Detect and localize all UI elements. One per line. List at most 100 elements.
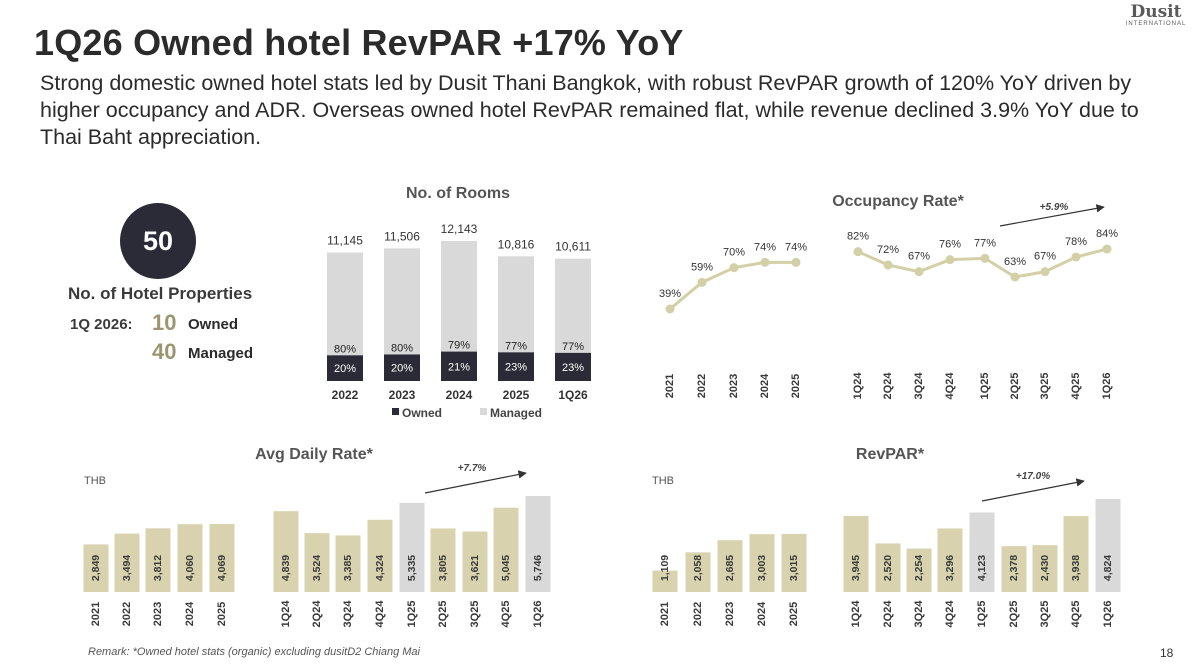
revpar-quarterly-bar xyxy=(1001,546,1027,592)
revpar-quarterly-bar xyxy=(937,528,963,592)
revpar-quarterly-category-label: 2Q24 xyxy=(882,600,894,628)
rooms-chart-title: No. of Rooms xyxy=(406,185,510,202)
rooms-total-label: 10,816 xyxy=(498,237,535,251)
occupancy-annual-value-label: 70% xyxy=(723,247,745,259)
managed-label: Managed xyxy=(188,345,254,362)
adr-quarterly-category-label: 1Q24 xyxy=(280,600,292,628)
revpar-annual-bar xyxy=(717,540,743,592)
occupancy-annual-value-label: 39% xyxy=(659,288,681,300)
adr-quarterly-bar xyxy=(462,531,488,592)
occupancy-annual-value-label: 59% xyxy=(691,261,713,273)
properties-label: No. of Hotel Properties xyxy=(68,284,253,303)
occupancy-quarterly-point xyxy=(1040,267,1050,277)
rooms-bar-managed xyxy=(498,256,534,353)
page-title: 1Q26 Owned hotel RevPAR +17% YoY xyxy=(34,22,684,63)
revpar-quarterly-category-label: 4Q25 xyxy=(1070,601,1082,628)
adr-quarterly-category-label: 1Q26 xyxy=(532,601,544,628)
rooms-total-label: 12,143 xyxy=(441,222,478,236)
revpar-quarterly-category-label: 4Q24 xyxy=(944,600,956,628)
revpar-annual-category-label: 2021 xyxy=(659,602,671,626)
adr-quarterly-category-label: 4Q24 xyxy=(374,600,386,628)
adr-annual-value-label: 3,494 xyxy=(121,555,133,581)
revpar-quarterly-category-label: 1Q24 xyxy=(850,600,862,628)
revpar-quarterly-category-label: 3Q25 xyxy=(1039,601,1051,628)
revpar-annual-bar xyxy=(749,534,775,592)
revpar-quarterly-bar xyxy=(875,543,901,592)
properties-period: 1Q 2026: xyxy=(70,316,133,333)
rooms-total-label: 11,145 xyxy=(327,234,363,248)
occupancy-quarterly-point xyxy=(1010,272,1020,282)
rooms-total-label: 10,611 xyxy=(555,240,591,254)
adr-quarterly-bar xyxy=(493,507,519,592)
rooms-bar-owned xyxy=(498,352,534,381)
revpar-quarterly-value-label: 4,824 xyxy=(1102,555,1114,581)
occupancy-quarterly-category-label: 2Q24 xyxy=(882,372,894,400)
adr-quarterly-value-label: 4,839 xyxy=(280,555,292,581)
occupancy-quarterly-value-label: 84% xyxy=(1096,228,1118,240)
occupancy-quarterly-category-label: 1Q26 xyxy=(1101,373,1113,400)
rooms-managed-pct-label: 80% xyxy=(391,342,413,354)
revpar-annual-bar xyxy=(652,570,678,592)
revpar-growth-arrow xyxy=(981,478,1085,502)
revpar-annual-value-label: 2,058 xyxy=(692,555,704,581)
occupancy-quarterly-value-label: 67% xyxy=(1034,251,1056,263)
page-number: 18 xyxy=(1160,646,1174,660)
rooms-managed-pct-label: 79% xyxy=(448,340,470,352)
owned-count: 10 xyxy=(152,310,177,335)
rooms-owned-pct-label: 20% xyxy=(334,363,356,375)
adr-annual-bar xyxy=(114,533,140,592)
rooms-category-label: 2024 xyxy=(446,388,473,402)
revpar-quarterly-value-label: 2,430 xyxy=(1039,555,1051,581)
adr-quarterly-category-label: 2Q25 xyxy=(437,601,449,628)
revpar-annual-bar xyxy=(781,533,807,592)
adr-growth-arrow xyxy=(424,470,527,494)
adr-quarterly-value-label: 3,524 xyxy=(311,555,323,581)
rooms-managed-pct-label: 77% xyxy=(562,341,584,353)
rooms-bar-managed xyxy=(327,252,363,356)
adr-quarterly-bar xyxy=(304,533,330,592)
rooms-category-label: 2023 xyxy=(389,388,416,402)
revpar-quarterly-value-label: 2,378 xyxy=(1008,555,1020,581)
occupancy-quarterly-value-label: 82% xyxy=(847,231,869,243)
adr-quarterly-category-label: 3Q24 xyxy=(342,600,354,628)
revpar-annual-value-label: 1,109 xyxy=(659,555,671,581)
adr-annual-category-label: 2022 xyxy=(121,602,133,626)
revpar-quarterly-bar xyxy=(1063,516,1089,592)
occupancy-annual-category-label: 2024 xyxy=(759,373,771,398)
adr-annual-value-label: 4,060 xyxy=(184,555,196,581)
adr-quarterly-bar xyxy=(399,502,425,592)
legend-owned-swatch xyxy=(392,408,399,415)
revpar-quarterly-category-label: 2Q25 xyxy=(1008,601,1020,628)
logo-sub-text: INTERNATIONAL xyxy=(1125,21,1187,27)
rooms-bar-managed xyxy=(384,248,420,355)
rooms-bar-owned xyxy=(327,355,363,381)
legend-managed-swatch xyxy=(480,408,487,415)
adr-quarterly-value-label: 5,045 xyxy=(500,555,512,581)
adr-quarterly-category-label: 1Q25 xyxy=(406,601,418,628)
dusit-logo: Dusit INTERNATIONAL xyxy=(1118,2,1194,27)
adr-annual-bar xyxy=(83,544,109,592)
adr-annual-value-label: 3,812 xyxy=(152,555,164,581)
rooms-owned-pct-label: 20% xyxy=(391,363,413,375)
revpar-quarterly-value-label: 4,123 xyxy=(976,555,988,581)
owned-label: Owned xyxy=(188,316,239,333)
revpar-quarterly-value-label: 3,945 xyxy=(850,555,862,581)
revpar-quarterly-category-label: 1Q26 xyxy=(1102,601,1114,628)
revpar-quarterly-bar xyxy=(1095,499,1121,592)
occupancy-quarterly-point xyxy=(1102,244,1112,254)
revpar-annual-value-label: 3,015 xyxy=(788,555,800,581)
adr-unit-label: THB xyxy=(84,475,106,487)
occupancy-annual-point xyxy=(760,257,770,267)
occupancy-quarterly-category-label: 3Q24 xyxy=(913,372,925,400)
legend-managed-label: Managed xyxy=(490,406,542,420)
rooms-category-label: 2025 xyxy=(503,388,530,402)
adr-annual-category-label: 2024 xyxy=(184,601,196,626)
occupancy-quarterly-value-label: 78% xyxy=(1065,236,1087,248)
rooms-total-label: 11,506 xyxy=(384,229,420,243)
revpar-annual-category-label: 2024 xyxy=(756,601,768,626)
occupancy-annual-value-label: 74% xyxy=(785,241,807,253)
adr-growth-label: +7.7% xyxy=(458,463,487,474)
occupancy-growth-label: +5.9% xyxy=(1040,202,1069,213)
page-subtitle: Strong domestic owned hotel stats led by… xyxy=(40,71,1139,149)
adr-quarterly-value-label: 5,335 xyxy=(406,555,418,581)
